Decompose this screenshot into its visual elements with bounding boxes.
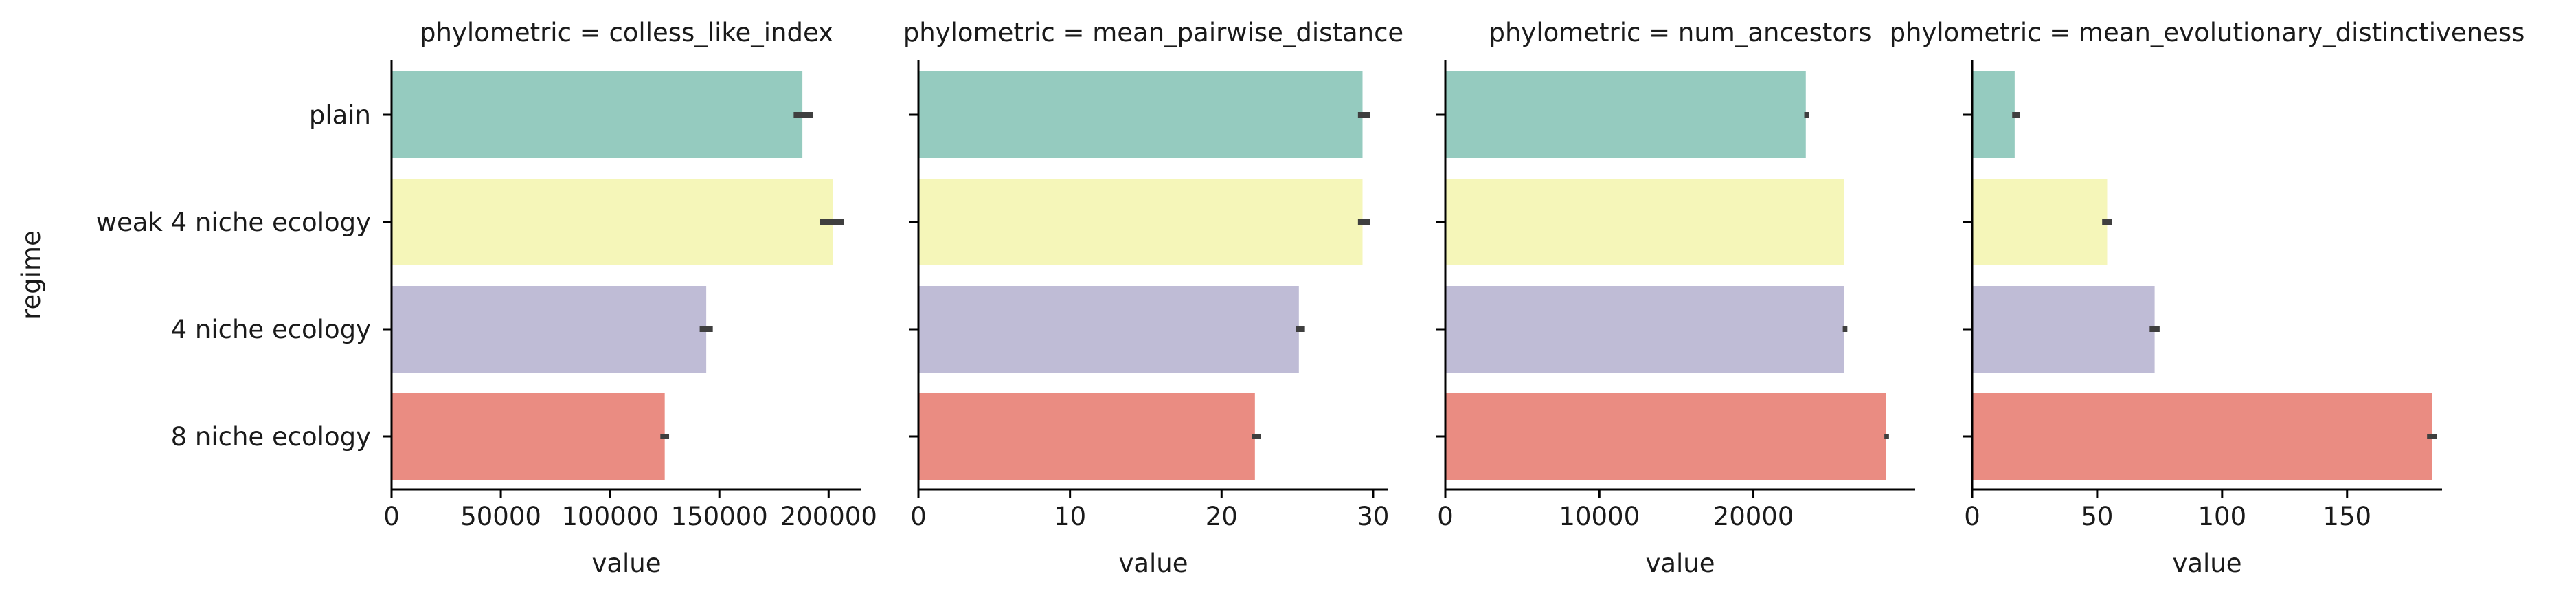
bar bbox=[1445, 179, 1844, 265]
x-tick-label: 0 bbox=[1437, 502, 1454, 531]
facet-panel: 0 50 100 150 phylometric = mean_evolutionary… bbox=[1890, 18, 2525, 578]
bar bbox=[1972, 286, 2155, 373]
y-tick-label: weak 4 niche ecology bbox=[96, 208, 371, 237]
bar bbox=[1445, 71, 1806, 158]
x-tick-label: 0 bbox=[383, 502, 400, 531]
y-tick-label: 4 niche ecology bbox=[171, 315, 371, 344]
x-tick-label: 150000 bbox=[671, 502, 768, 531]
x-tick-label: 10 bbox=[1054, 502, 1086, 531]
y-axis-label: regime bbox=[16, 230, 46, 320]
x-tick-label: 0 bbox=[910, 502, 927, 531]
facet-title: phylometric = num_ancestors bbox=[1489, 18, 1871, 47]
x-tick-label: 30 bbox=[1357, 502, 1389, 531]
facet-panel: plain weak 4 niche ecology 4 niche ecology… bbox=[96, 18, 877, 578]
facet-title: phylometric = mean_pairwise_distance bbox=[903, 18, 1403, 47]
bar bbox=[392, 286, 707, 373]
x-tick-label: 150 bbox=[2323, 502, 2371, 531]
x-axis-label: value bbox=[1118, 549, 1188, 578]
x-tick-label: 100 bbox=[2198, 502, 2247, 531]
x-tick-label: 20000 bbox=[1713, 502, 1794, 531]
facet-panels: plain weak 4 niche ecology 4 niche ecology… bbox=[96, 18, 2525, 578]
bar bbox=[918, 71, 1363, 158]
bar bbox=[392, 393, 665, 480]
x-axis-label: value bbox=[591, 549, 661, 578]
bar bbox=[918, 179, 1363, 265]
bar bbox=[918, 286, 1299, 373]
x-tick-label: 200000 bbox=[780, 502, 877, 531]
bar bbox=[392, 179, 833, 265]
x-tick-label: 50 bbox=[2081, 502, 2113, 531]
bar bbox=[1972, 71, 2015, 158]
facet-title: phylometric = colless_like_index bbox=[420, 18, 833, 47]
x-tick-label: 20 bbox=[1206, 502, 1238, 531]
x-axis-label: value bbox=[2172, 549, 2241, 578]
y-tick-label: 8 niche ecology bbox=[171, 422, 371, 452]
facet-panel: 0 10 20 30 phylometric = mean_pairwise_dista… bbox=[903, 18, 1403, 578]
bar bbox=[1445, 286, 1844, 373]
bar bbox=[1972, 179, 2108, 265]
x-tick-label: 50000 bbox=[460, 502, 541, 531]
x-tick-label: 0 bbox=[1964, 502, 1980, 531]
bar bbox=[392, 71, 803, 158]
x-tick-label: 100000 bbox=[562, 502, 659, 531]
x-axis-label: value bbox=[1645, 549, 1715, 578]
facet-panel: 0 10000 20000 phylometric = num_ancestorsva… bbox=[1436, 18, 1915, 578]
bar bbox=[918, 393, 1255, 480]
bar bbox=[1445, 393, 1886, 480]
facet-title: phylometric = mean_evolutionary_distinct… bbox=[1890, 18, 2525, 47]
bar bbox=[1972, 393, 2432, 480]
y-tick-label: plain bbox=[309, 100, 371, 130]
x-tick-label: 10000 bbox=[1559, 502, 1640, 531]
